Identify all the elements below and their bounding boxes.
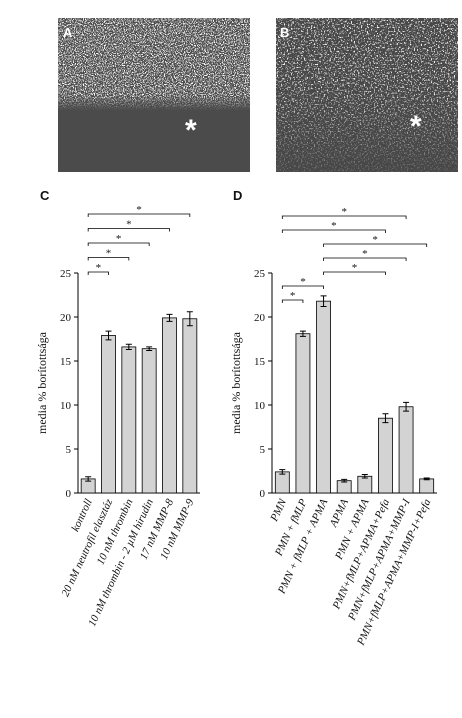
- error-bar: [166, 313, 173, 322]
- bar: [182, 318, 198, 494]
- panel-label: C: [40, 188, 50, 203]
- error-bar: [279, 469, 286, 475]
- error-bar: [361, 474, 368, 479]
- panel-label: D: [233, 188, 242, 203]
- significance-bracket: [323, 243, 428, 247]
- significance-label: *: [126, 219, 132, 231]
- significance-bracket: [281, 229, 386, 233]
- y-tick-label: 10: [254, 400, 266, 412]
- significance-bracket: [281, 285, 324, 289]
- bar: [162, 317, 177, 494]
- y-tick-label: 0: [66, 488, 72, 500]
- significance-label: *: [362, 248, 368, 260]
- significance-label: *: [290, 290, 296, 302]
- error-bar: [146, 346, 153, 351]
- y-tick-label: 20: [60, 312, 72, 324]
- error-bar: [382, 413, 389, 424]
- bar: [419, 478, 435, 494]
- significance-label: *: [372, 234, 378, 246]
- significance-label: *: [331, 220, 337, 232]
- wound-marker: *: [185, 114, 197, 147]
- panel-label: B: [280, 25, 289, 40]
- significance-label: *: [300, 276, 306, 288]
- y-axis-label: media % borítottsága: [229, 331, 243, 434]
- y-axis-label: media % borítottsága: [35, 331, 49, 434]
- bar: [101, 335, 116, 494]
- error-bar: [423, 477, 430, 481]
- significance-bracket: [87, 228, 170, 232]
- error-bar: [105, 330, 112, 341]
- significance-bracket: [281, 299, 304, 303]
- bar: [274, 471, 290, 494]
- y-tick-label: 5: [66, 444, 72, 456]
- panel-label: A: [63, 25, 73, 40]
- significance-bracket: [87, 213, 191, 217]
- y-tick-label: 15: [254, 356, 266, 368]
- wound-marker: *: [410, 110, 422, 143]
- significance-bracket: [87, 257, 130, 261]
- bar: [295, 333, 311, 494]
- significance-bracket: [323, 257, 407, 261]
- bar: [398, 406, 414, 494]
- micrograph-texture: [58, 18, 250, 172]
- significance-label: *: [106, 248, 112, 260]
- bar: [121, 346, 137, 494]
- error-bar: [341, 478, 348, 483]
- y-tick-label: 0: [260, 488, 266, 500]
- significance-bracket: [281, 215, 407, 219]
- error-bar: [85, 476, 92, 482]
- bar: [357, 475, 373, 494]
- significance-bracket: [87, 242, 150, 246]
- significance-label: *: [116, 233, 122, 245]
- significance-label: *: [96, 262, 102, 274]
- significance-label: *: [341, 206, 347, 218]
- significance-bracket: [87, 271, 109, 275]
- bar: [378, 417, 393, 494]
- micrograph-texture: [276, 18, 458, 172]
- significance-bracket: [323, 271, 386, 275]
- error-bar: [320, 295, 327, 307]
- bar: [141, 348, 157, 494]
- y-tick-label: 20: [254, 312, 266, 324]
- y-tick-label: 5: [260, 444, 266, 456]
- significance-label: *: [136, 204, 142, 216]
- error-bar: [125, 343, 132, 351]
- y-tick-label: 25: [60, 268, 72, 280]
- error-bar: [299, 330, 306, 337]
- y-tick-label: 10: [60, 400, 72, 412]
- bar: [336, 480, 352, 494]
- significance-label: *: [352, 262, 358, 274]
- x-tick-label: PMN: [268, 497, 289, 525]
- bar: [316, 300, 331, 494]
- y-tick-label: 15: [60, 356, 72, 368]
- error-bar: [186, 311, 193, 327]
- error-bar: [403, 401, 410, 412]
- y-tick-label: 25: [254, 268, 266, 280]
